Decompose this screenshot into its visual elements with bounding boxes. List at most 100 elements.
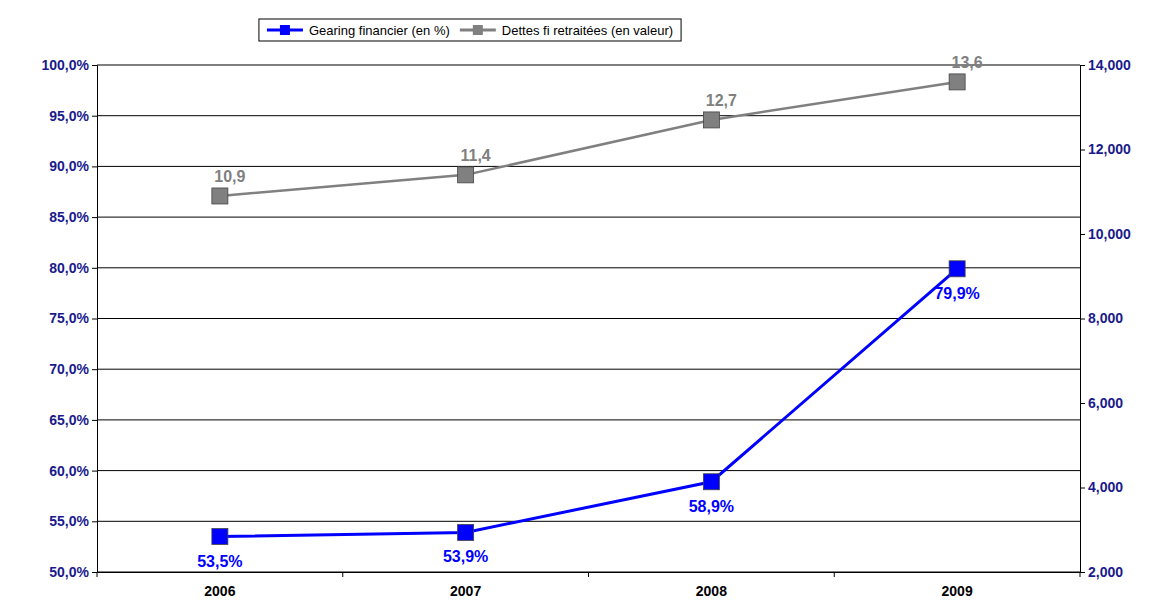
data-label: 10,9 (214, 168, 245, 185)
y2-tick-label: 8,000 (1088, 310, 1123, 326)
data-label: 79,9% (934, 285, 979, 302)
y-tick: 90,0% (49, 158, 97, 174)
y2-axis-line (1081, 66, 1086, 573)
data-label: 13,6 (952, 54, 983, 71)
y-tick-mark (92, 65, 97, 66)
grid-line (97, 267, 1080, 268)
y-tick: 55,0% (49, 513, 97, 529)
y-tick: 60,0% (49, 463, 97, 479)
x-tick-label: 2009 (942, 583, 973, 599)
y-tick-mark (92, 319, 97, 320)
y-tick: 100,0% (42, 57, 97, 73)
grid-line (97, 470, 1080, 471)
y2-tick: 10,000 (1080, 226, 1131, 242)
grid-line (97, 166, 1080, 167)
x-tick: 2009 (942, 583, 973, 599)
y-tick-mark (92, 268, 97, 269)
y-tick-label: 85,0% (49, 209, 89, 225)
legend: Gearing financier (en %) Dettes fi retrai… (259, 19, 681, 41)
y2-tick-mark (1080, 234, 1085, 235)
marker (949, 74, 965, 90)
y2-tick-label: 12,000 (1088, 141, 1131, 157)
marker (703, 474, 719, 490)
x-tick: 2006 (204, 583, 235, 599)
y2-tick-mark (1080, 572, 1085, 573)
y-tick-mark (92, 369, 97, 370)
y2-tick-mark (1080, 150, 1085, 151)
data-label: 58,9% (689, 498, 734, 515)
legend-marker (280, 25, 290, 35)
legend-box (259, 19, 681, 41)
marker (212, 188, 228, 204)
grid (97, 65, 1080, 572)
legend-item: Gearing financier (en %) (267, 23, 450, 38)
marker (949, 261, 965, 277)
y-tick: 95,0% (49, 108, 97, 124)
y2-tick-label: 6,000 (1088, 395, 1123, 411)
marker (458, 167, 474, 183)
y-tick-label: 60,0% (49, 463, 89, 479)
grid-line (97, 217, 1080, 218)
x-axis: 2006 2007 2008 2009 (97, 572, 1081, 599)
data-label: 53,9% (443, 548, 488, 565)
y-tick-label: 95,0% (49, 108, 89, 124)
y-tick: 75,0% (49, 310, 97, 326)
y-tick-mark (92, 420, 97, 421)
chart: 50,0% 55,0% 60,0% 65,0% 70,0% 75,0% 80,0% 85,0%… (0, 0, 1164, 606)
category-separator (834, 572, 835, 577)
grid-line (97, 419, 1080, 420)
data-label: 53,5% (197, 553, 242, 570)
category-separator (97, 572, 98, 577)
y2-tick-mark (1080, 403, 1085, 404)
grid-line (97, 115, 1080, 116)
marker (212, 529, 228, 545)
plot-area: 50,0% 55,0% 60,0% 65,0% 70,0% 75,0% 80,0% 85,0%… (42, 54, 1132, 599)
y-tick-label: 75,0% (49, 310, 89, 326)
y-axis-line (92, 66, 98, 573)
y2-tick-mark (1080, 319, 1085, 320)
y-tick-mark (92, 572, 97, 573)
y-axis: 50,0% 55,0% 60,0% 65,0% 70,0% 75,0% 80,0% 85,0%… (42, 57, 98, 580)
y-tick: 70,0% (49, 361, 97, 377)
y2-tick-label: 4,000 (1088, 479, 1123, 495)
category-separator (1080, 572, 1081, 577)
y2-tick-mark (1080, 488, 1085, 489)
category-separator (342, 572, 343, 577)
data-label: 11,4 (460, 147, 490, 164)
grid-line (97, 521, 1080, 522)
y-tick: 85,0% (49, 209, 97, 225)
y2-tick: 12,000 (1080, 141, 1131, 157)
y2-tick-label: 2,000 (1088, 564, 1123, 580)
category-separator (588, 572, 589, 577)
x-tick-label: 2008 (696, 583, 727, 599)
y2-tick: 4,000 (1080, 479, 1123, 495)
y2-tick-label: 10,000 (1088, 226, 1131, 242)
x-tick-label: 2007 (450, 583, 481, 599)
x-tick: 2008 (696, 583, 727, 599)
y-tick-label: 55,0% (49, 513, 89, 529)
series-line (220, 82, 957, 196)
marker (458, 524, 474, 540)
grid-line (97, 369, 1080, 370)
y-tick-label: 70,0% (49, 361, 89, 377)
y-tick-label: 90,0% (49, 158, 89, 174)
data-label: 12,7 (706, 92, 737, 109)
y2-tick-mark (1080, 65, 1085, 66)
y-tick-label: 65,0% (49, 412, 89, 428)
grid-line (97, 65, 1080, 66)
y-tick-label: 80,0% (49, 260, 89, 276)
y2-tick: 14,000 (1080, 57, 1131, 73)
y-tick-mark (92, 166, 97, 167)
legend-marker (473, 25, 483, 35)
legend-label: Gearing financier (en %) (309, 23, 450, 38)
y-tick-mark (92, 471, 97, 472)
y2-tick: 6,000 (1080, 395, 1123, 411)
y2-tick: 2,000 (1080, 564, 1123, 580)
y-tick-label: 100,0% (42, 57, 90, 73)
legend-label: Dettes fi retraitées (en valeur) (502, 23, 673, 38)
grid-line (97, 318, 1080, 319)
y-tick-mark (92, 116, 97, 117)
y-tick-label: 50,0% (49, 564, 89, 580)
y2-tick-label: 14,000 (1088, 57, 1131, 73)
y-tick: 50,0% (49, 564, 97, 580)
